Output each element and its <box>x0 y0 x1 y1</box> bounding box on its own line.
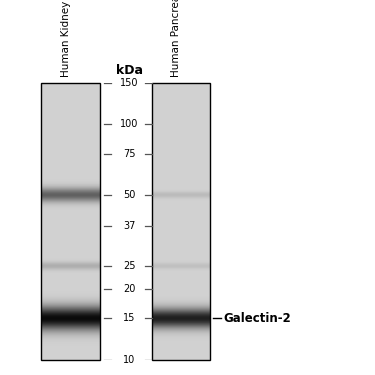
Text: 15: 15 <box>123 314 135 324</box>
Text: 37: 37 <box>123 221 135 231</box>
Text: 75: 75 <box>123 148 135 159</box>
Bar <box>41 82 100 360</box>
Text: 20: 20 <box>123 284 135 294</box>
Text: 50: 50 <box>123 190 135 200</box>
Text: 10: 10 <box>123 355 135 365</box>
Text: Human Pancreas: Human Pancreas <box>171 0 181 77</box>
Bar <box>152 82 210 360</box>
Text: kDa: kDa <box>116 64 143 77</box>
Text: 150: 150 <box>120 78 138 87</box>
Text: 25: 25 <box>123 261 135 271</box>
Text: 100: 100 <box>120 119 138 129</box>
Text: Human Kidney: Human Kidney <box>61 1 70 77</box>
Text: Galectin-2: Galectin-2 <box>224 312 291 325</box>
